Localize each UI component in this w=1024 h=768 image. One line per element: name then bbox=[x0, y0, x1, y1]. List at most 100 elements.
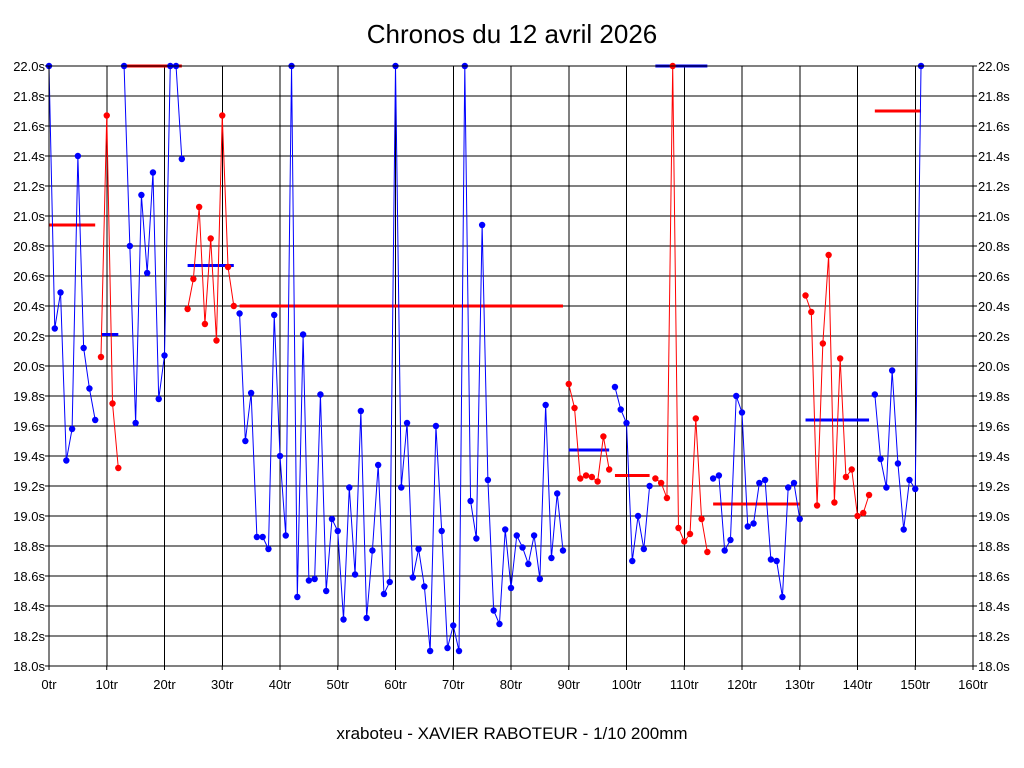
x-tick-label: 130tr bbox=[785, 677, 815, 692]
y-tick-label-left: 20.4s bbox=[13, 299, 45, 314]
data-point bbox=[652, 475, 659, 482]
data-point bbox=[57, 289, 64, 296]
y-tick-label-right: 18.8s bbox=[978, 539, 1010, 554]
data-point bbox=[380, 590, 388, 598]
data-point bbox=[819, 340, 827, 347]
data-point bbox=[247, 389, 255, 397]
data-point bbox=[340, 616, 347, 623]
data-point bbox=[681, 538, 688, 545]
data-point bbox=[865, 491, 873, 499]
data-point bbox=[715, 472, 723, 479]
data-point bbox=[733, 392, 740, 400]
data-point bbox=[432, 422, 440, 430]
data-point bbox=[577, 475, 584, 482]
data-point bbox=[912, 485, 919, 493]
data-point bbox=[559, 547, 567, 554]
data-point bbox=[115, 464, 122, 472]
data-point bbox=[785, 484, 792, 491]
data-point bbox=[374, 461, 382, 469]
data-point bbox=[825, 251, 832, 259]
y-tick-label-left: 21.6s bbox=[13, 119, 45, 134]
y-tick-label-right: 21.0s bbox=[978, 209, 1010, 224]
data-point bbox=[490, 607, 497, 614]
data-point bbox=[265, 545, 272, 553]
data-point bbox=[756, 479, 763, 487]
data-point bbox=[195, 203, 203, 211]
x-tick-label: 0tr bbox=[41, 677, 57, 692]
y-tick-label-right: 18.4s bbox=[978, 599, 1010, 614]
data-point bbox=[259, 533, 266, 541]
data-point bbox=[548, 554, 555, 562]
data-point bbox=[496, 620, 503, 628]
data-point bbox=[409, 574, 417, 581]
data-point bbox=[51, 325, 58, 332]
y-tick-label-right: 20.4s bbox=[978, 299, 1010, 314]
y-tick-label-right: 19.6s bbox=[978, 419, 1010, 434]
data-point bbox=[871, 391, 879, 398]
y-tick-label-left: 18.2s bbox=[13, 629, 45, 644]
data-point bbox=[779, 593, 786, 601]
gridlines bbox=[48, 65, 974, 667]
data-point bbox=[675, 524, 682, 532]
y-tick-label-right: 21.6s bbox=[978, 119, 1010, 134]
data-point bbox=[455, 647, 463, 655]
data-point bbox=[421, 583, 428, 590]
x-tick-label: 20tr bbox=[153, 677, 176, 692]
data-point bbox=[640, 545, 648, 553]
data-point bbox=[790, 479, 798, 487]
x-tick-label: 160tr bbox=[958, 677, 988, 692]
data-point bbox=[513, 532, 520, 539]
data-point bbox=[704, 548, 711, 556]
data-point bbox=[132, 419, 139, 427]
data-point bbox=[207, 235, 214, 242]
x-tick-label: 120tr bbox=[727, 677, 757, 692]
y-tick-label-left: 18.8s bbox=[13, 539, 45, 554]
series-line bbox=[100, 115, 119, 469]
y-tick-label-right: 21.2s bbox=[978, 179, 1010, 194]
data-point bbox=[629, 557, 636, 565]
data-point bbox=[611, 383, 619, 391]
data-point bbox=[444, 644, 451, 652]
x-tick-label: 60tr bbox=[384, 677, 407, 692]
data-point bbox=[888, 367, 896, 374]
x-tick-label: 80tr bbox=[500, 677, 523, 692]
data-point bbox=[138, 191, 145, 199]
data-point bbox=[357, 407, 365, 415]
data-point bbox=[530, 532, 538, 539]
data-point bbox=[842, 473, 850, 481]
x-tick-label: 10tr bbox=[96, 677, 119, 692]
y-tick-label-left: 22.0s bbox=[13, 59, 45, 74]
data-point bbox=[709, 475, 717, 482]
y-tick-label-right: 21.4s bbox=[978, 149, 1010, 164]
y-tick-label-left: 21.4s bbox=[13, 149, 45, 164]
y-tick-label-left: 20.2s bbox=[13, 329, 45, 344]
data-point bbox=[467, 497, 474, 505]
data-point bbox=[877, 455, 884, 463]
y-tick-label-left: 19.6s bbox=[13, 419, 45, 434]
data-point bbox=[161, 352, 168, 359]
axis-ticks: 18.0s 18.0s 18.2s 18.2s 18.4s 18.4s 18.6s 18.6s… bbox=[13, 59, 1010, 692]
y-tick-label-left: 18.4s bbox=[13, 599, 45, 614]
data-point bbox=[808, 308, 815, 316]
data-point bbox=[502, 526, 509, 533]
data-point bbox=[663, 494, 671, 502]
data-point bbox=[525, 560, 532, 568]
data-point bbox=[305, 577, 313, 584]
x-tick-label: 110tr bbox=[670, 677, 699, 692]
data-point bbox=[657, 479, 665, 487]
data-point bbox=[571, 404, 578, 412]
data-point bbox=[294, 593, 301, 601]
series-line bbox=[655, 65, 708, 553]
series-line bbox=[712, 395, 801, 598]
data-point bbox=[617, 406, 624, 413]
data-point bbox=[831, 499, 838, 506]
data-point bbox=[190, 275, 197, 283]
data-point bbox=[219, 112, 226, 119]
data-point bbox=[484, 476, 492, 484]
data-point bbox=[634, 512, 642, 520]
data-point bbox=[386, 578, 393, 586]
data-point bbox=[149, 169, 157, 176]
data-point bbox=[906, 476, 913, 484]
y-tick-label-left: 20.0s bbox=[13, 359, 45, 374]
